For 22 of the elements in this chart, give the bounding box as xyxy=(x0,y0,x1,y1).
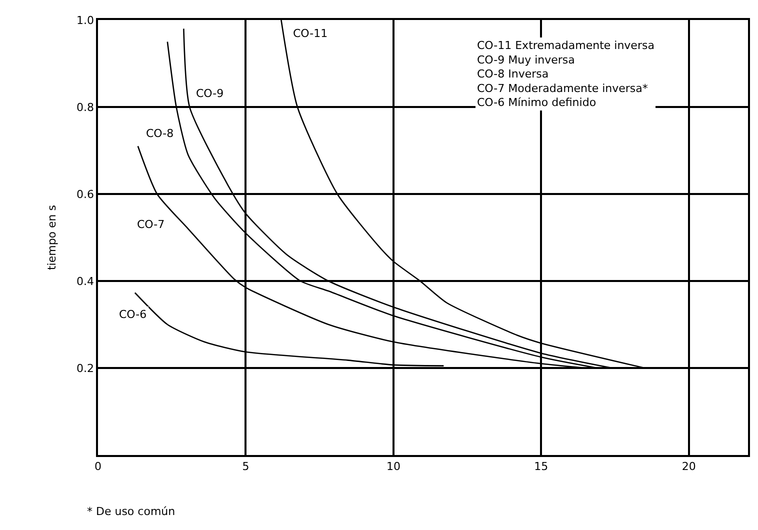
y-tick-label: 0.8 xyxy=(76,100,94,114)
x-tick-label: 5 xyxy=(242,460,250,473)
y-tick-label: 1.0 xyxy=(76,14,94,27)
series-label: CO-7 xyxy=(137,218,165,231)
annotation: CO-7 Moderadamente inversa* xyxy=(477,82,648,95)
series-label: CO-8 xyxy=(146,127,174,140)
series-label: CO-11 xyxy=(293,27,328,40)
x-tick-label: 0 xyxy=(94,460,102,473)
text: * De uso común xyxy=(87,505,176,518)
y-tick-label: 0.2 xyxy=(76,362,94,375)
x-tick-label: 10 xyxy=(386,460,400,473)
annotation: CO-9 Muy inversa xyxy=(477,53,575,66)
annotation: CO-11 Extremadamente inversa xyxy=(477,39,654,52)
y-tick-label: 0.4 xyxy=(76,274,94,288)
x-tick-label: 20 xyxy=(682,460,696,473)
y-axis-title: tiempo en s xyxy=(46,204,59,270)
series-label: CO-6 xyxy=(119,308,147,321)
x-tick-label: 15 xyxy=(534,460,548,473)
series-label: CO-9 xyxy=(196,87,224,100)
y-tick-label: 0.6 xyxy=(76,188,94,201)
annotation: CO-8 Inversa xyxy=(477,68,549,81)
annotation: CO-6 Mínimo definido xyxy=(477,96,596,110)
